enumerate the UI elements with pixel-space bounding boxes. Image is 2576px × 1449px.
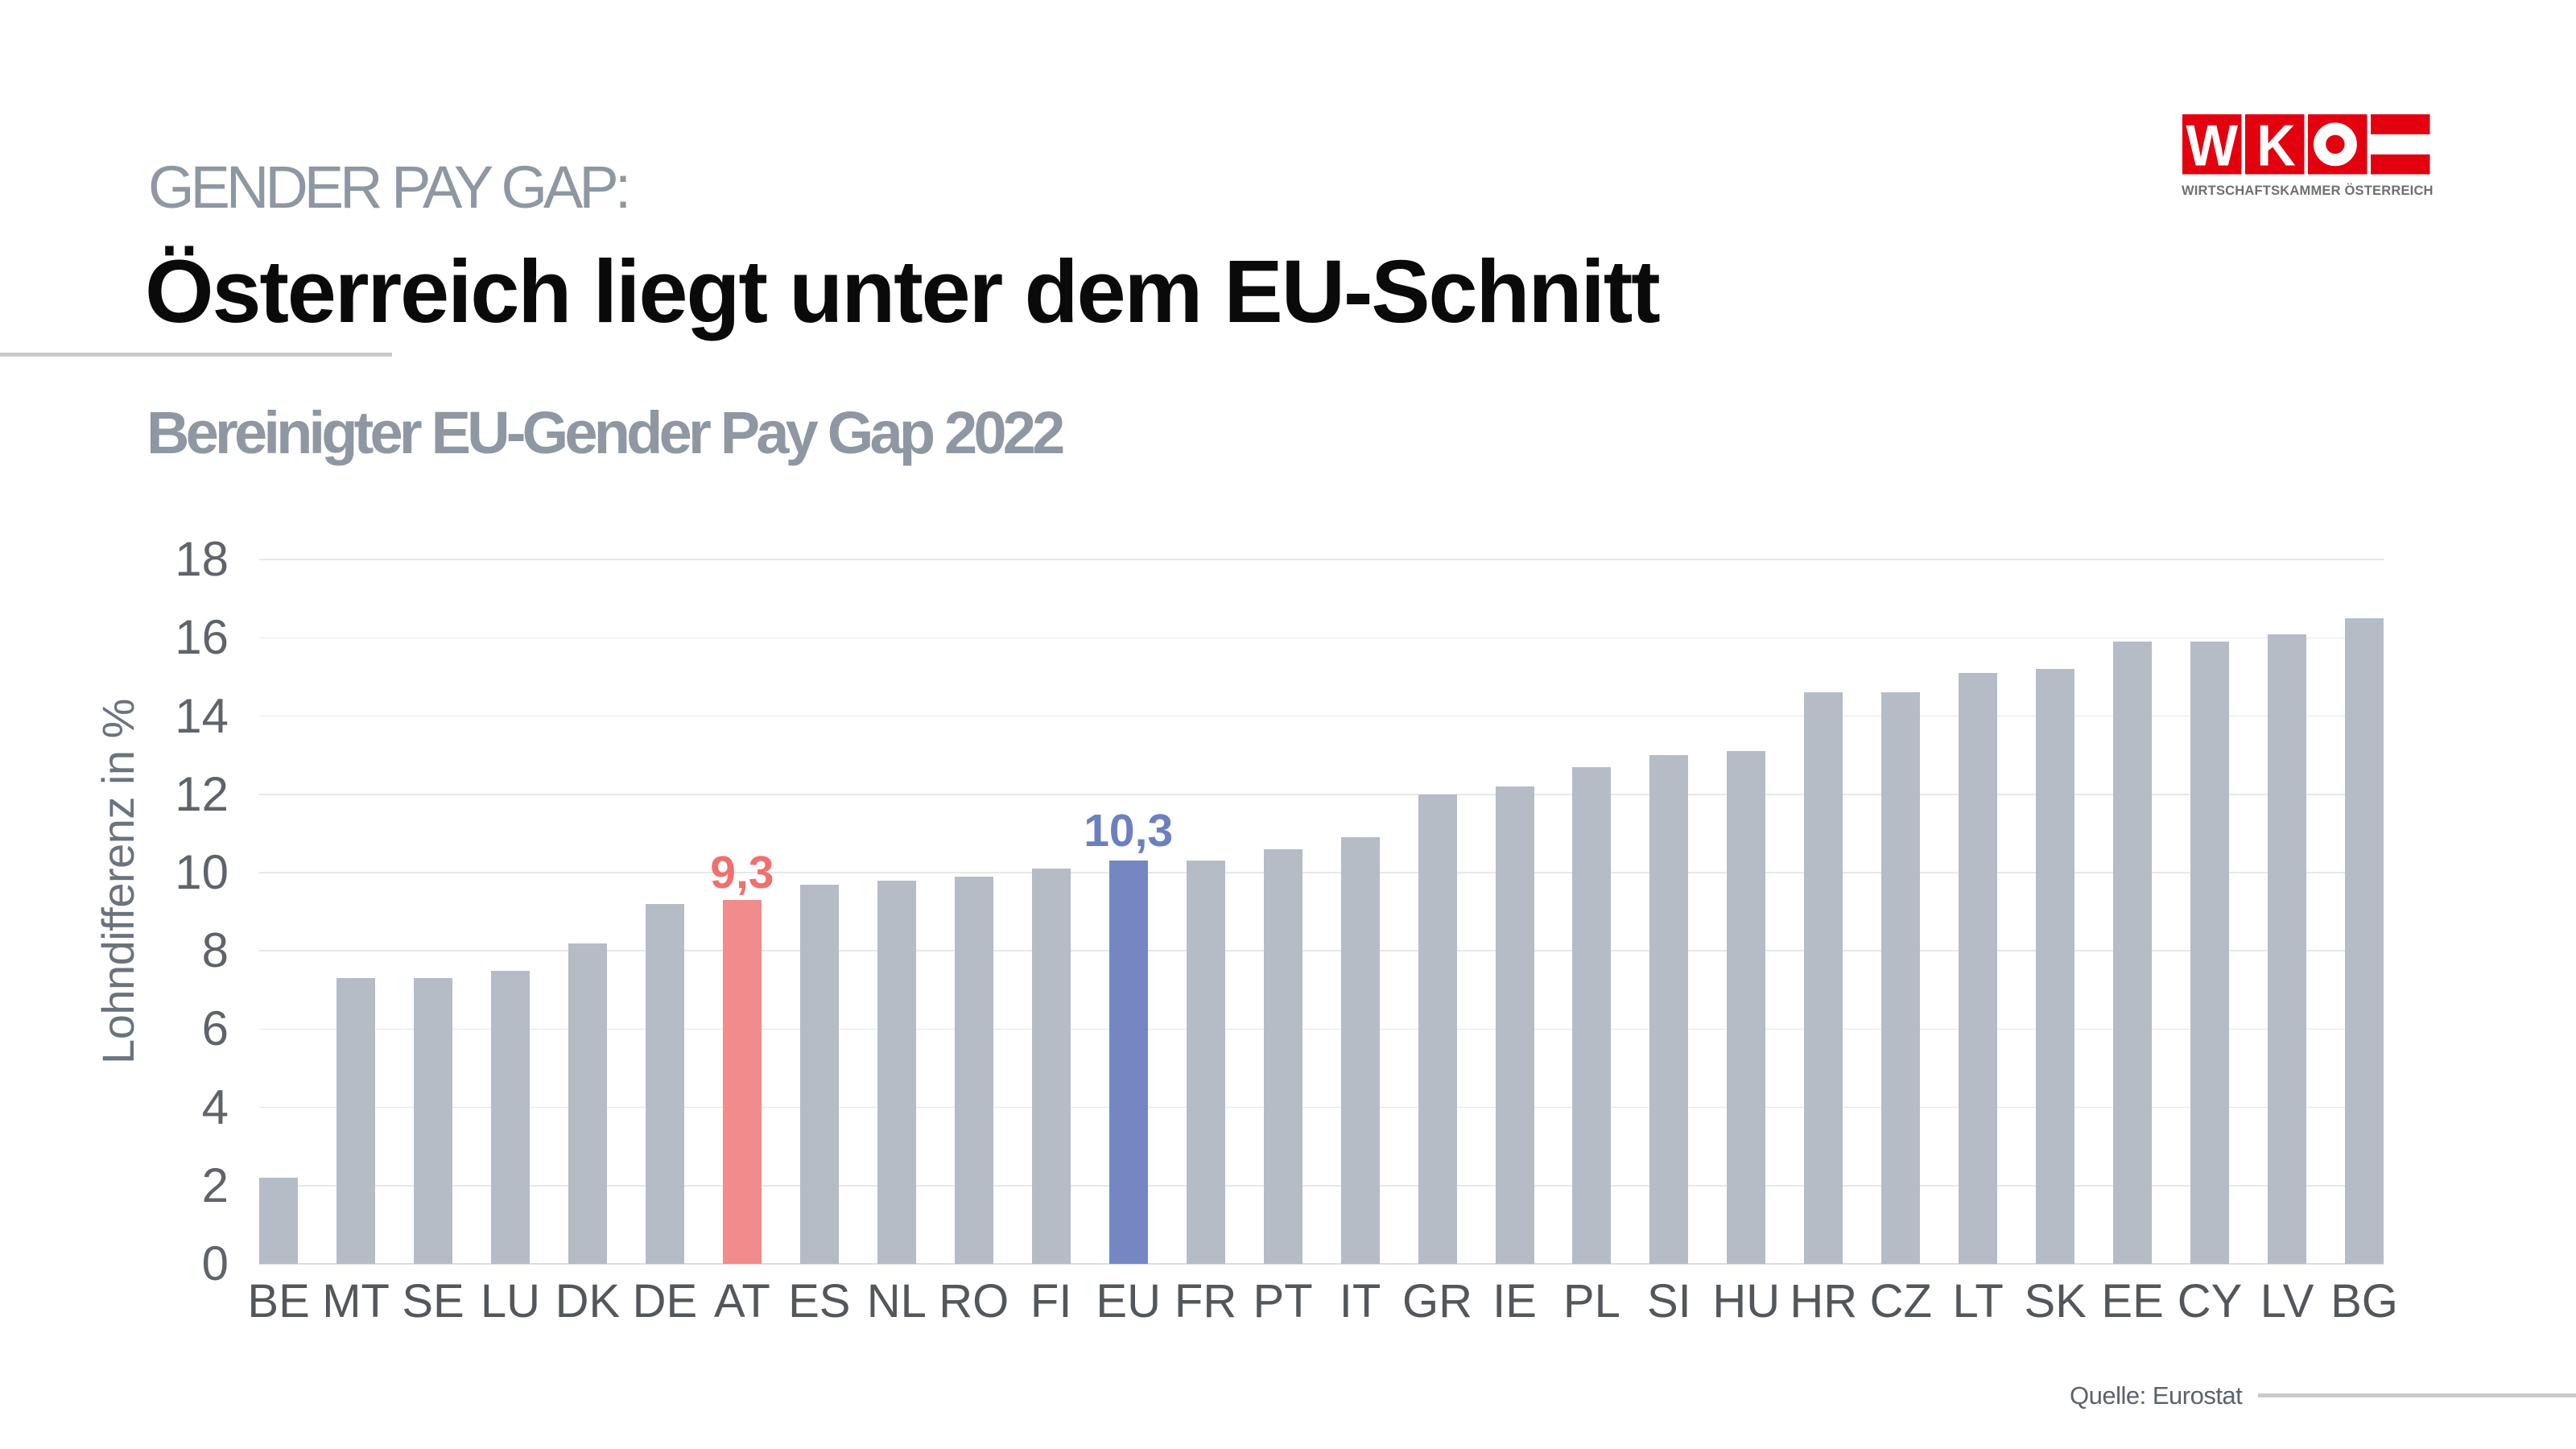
- svg-text:K: K: [2256, 114, 2295, 175]
- svg-text:W: W: [2186, 114, 2238, 175]
